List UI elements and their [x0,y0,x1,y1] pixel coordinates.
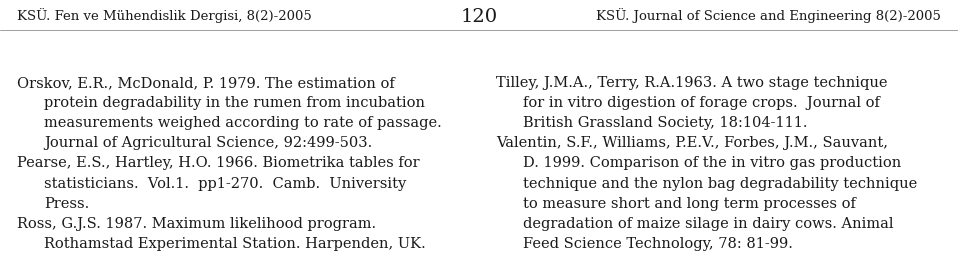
Text: technique and the nylon bag degradability technique: technique and the nylon bag degradabilit… [523,177,918,191]
Text: Tilley, J.M.A., Terry, R.A.1963. A two stage technique: Tilley, J.M.A., Terry, R.A.1963. A two s… [496,76,888,90]
Text: Press.: Press. [44,197,89,211]
Text: to measure short and long term processes of: to measure short and long term processes… [523,197,855,211]
Text: statisticians.  Vol.1.  pp1-270.  Camb.  University: statisticians. Vol.1. pp1-270. Camb. Uni… [44,177,406,191]
Text: measurements weighed according to rate of passage.: measurements weighed according to rate o… [44,116,442,130]
Text: KSÜ. Fen ve Mühendislik Dergisi, 8(2)-2005: KSÜ. Fen ve Mühendislik Dergisi, 8(2)-20… [17,8,312,23]
Text: for in vitro digestion of forage crops.  Journal of: for in vitro digestion of forage crops. … [523,96,880,110]
Text: British Grassland Society, 18:104-111.: British Grassland Society, 18:104-111. [523,116,808,130]
Text: Feed Science Technology, 78: 81-99.: Feed Science Technology, 78: 81-99. [523,237,793,251]
Text: Pearse, E.S., Hartley, H.O. 1966. Biometrika tables for: Pearse, E.S., Hartley, H.O. 1966. Biomet… [17,156,420,170]
Text: Ross, G.J.S. 1987. Maximum likelihood program.: Ross, G.J.S. 1987. Maximum likelihood pr… [17,217,376,231]
Text: protein degradability in the rumen from incubation: protein degradability in the rumen from … [44,96,425,110]
Text: D. 1999. Comparison of the in vitro gas production: D. 1999. Comparison of the in vitro gas … [523,156,901,170]
Text: degradation of maize silage in dairy cows. Animal: degradation of maize silage in dairy cow… [523,217,894,231]
Text: KSÜ. Journal of Science and Engineering 8(2)-2005: KSÜ. Journal of Science and Engineering … [596,8,941,23]
Text: 120: 120 [461,8,497,26]
Text: Orskov, E.R., McDonald, P. 1979. The estimation of: Orskov, E.R., McDonald, P. 1979. The est… [17,76,395,90]
Text: Rothamstad Experimental Station. Harpenden, UK.: Rothamstad Experimental Station. Harpend… [44,237,425,251]
Text: Valentin, S.F., Williams, P.E.V., Forbes, J.M., Sauvant,: Valentin, S.F., Williams, P.E.V., Forbes… [496,136,888,150]
Text: Journal of Agricultural Science, 92:499-503.: Journal of Agricultural Science, 92:499-… [44,136,373,150]
